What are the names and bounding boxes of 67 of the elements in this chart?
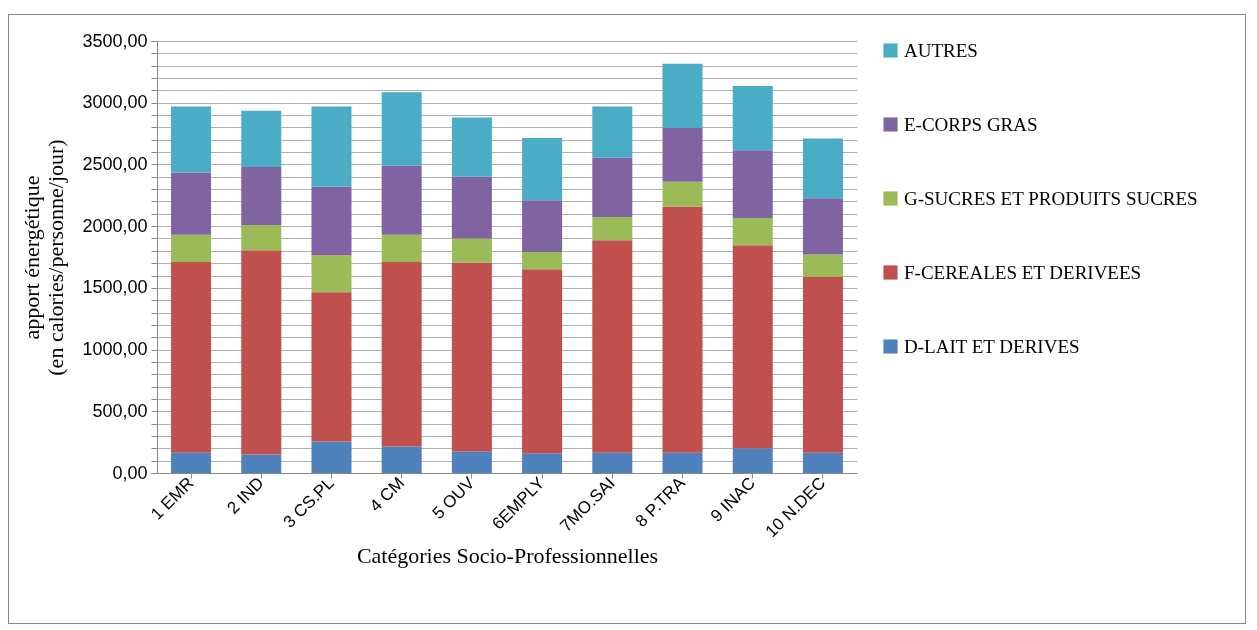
bar: [381, 261, 422, 447]
bar: [451, 176, 492, 239]
x-tick-label: 4 CM: [365, 473, 409, 516]
bar: [171, 234, 212, 262]
x-axis-title: Catégories Socio-Professionnelles: [356, 543, 659, 569]
y-tick-label: 0,00: [112, 462, 148, 483]
y-tick-label: 2000,00: [82, 215, 148, 236]
bar: [662, 452, 703, 473]
y-tick-label: 2500,00: [82, 153, 148, 174]
bar: [171, 452, 212, 473]
bar: [592, 452, 633, 473]
bar: [662, 128, 703, 182]
bar: [241, 224, 282, 251]
bar: [381, 234, 422, 262]
bar: [311, 106, 352, 187]
x-tick-label: 2 IND: [223, 473, 268, 518]
bar: [171, 172, 212, 235]
bar: [802, 254, 843, 277]
bar: [241, 250, 282, 455]
bar: [171, 106, 212, 173]
bar: [522, 137, 563, 201]
bar: [522, 453, 563, 473]
bar: [311, 441, 352, 473]
legend-label: E-CORPS GRAS: [904, 113, 1038, 135]
bar: [522, 269, 563, 454]
bar: [592, 106, 633, 158]
bar: [732, 86, 773, 151]
bar: [381, 446, 422, 473]
bar: [451, 451, 492, 473]
y-tick-label: 3500,00: [82, 30, 148, 51]
bar: [802, 138, 843, 199]
y-tick-label: 1000,00: [82, 339, 148, 360]
bar: [381, 92, 422, 166]
bar: [311, 186, 352, 256]
bar: [522, 252, 563, 270]
bar: [592, 157, 633, 217]
bar: [241, 166, 282, 225]
bar: [732, 150, 773, 219]
bar: [732, 448, 773, 473]
bar: [732, 245, 773, 449]
bar: [241, 110, 282, 167]
bar: [592, 216, 633, 241]
bar: [732, 218, 773, 246]
y-axis-title: apport énergétique (en calories/personne/jour): [19, 139, 69, 376]
legend-label: AUTRES: [904, 39, 978, 61]
bar: [241, 454, 282, 473]
bar: [802, 198, 843, 255]
legend-label: D-LAIT ET DERIVES: [904, 335, 1080, 357]
bar: [451, 238, 492, 263]
y-tick-label: 3000,00: [82, 92, 148, 113]
bar: [381, 165, 422, 235]
bar: [311, 292, 352, 442]
y-tick-label: 500,00: [92, 400, 148, 421]
bar: [311, 255, 352, 293]
bar: [171, 261, 212, 453]
bar: [802, 452, 843, 473]
bar: [662, 63, 703, 129]
bar: [451, 117, 492, 177]
bar: [522, 200, 563, 253]
y-tick-label: 1500,00: [82, 277, 148, 298]
bar: [451, 262, 492, 452]
legend-label: F-CEREALES ET DERIVEES: [904, 261, 1142, 283]
bar: [662, 206, 703, 453]
legend-label: G-SUCRES ET PRODUITS SUCRES: [904, 187, 1198, 209]
bar: [662, 181, 703, 207]
bar: [592, 240, 633, 453]
bar: [802, 276, 843, 453]
